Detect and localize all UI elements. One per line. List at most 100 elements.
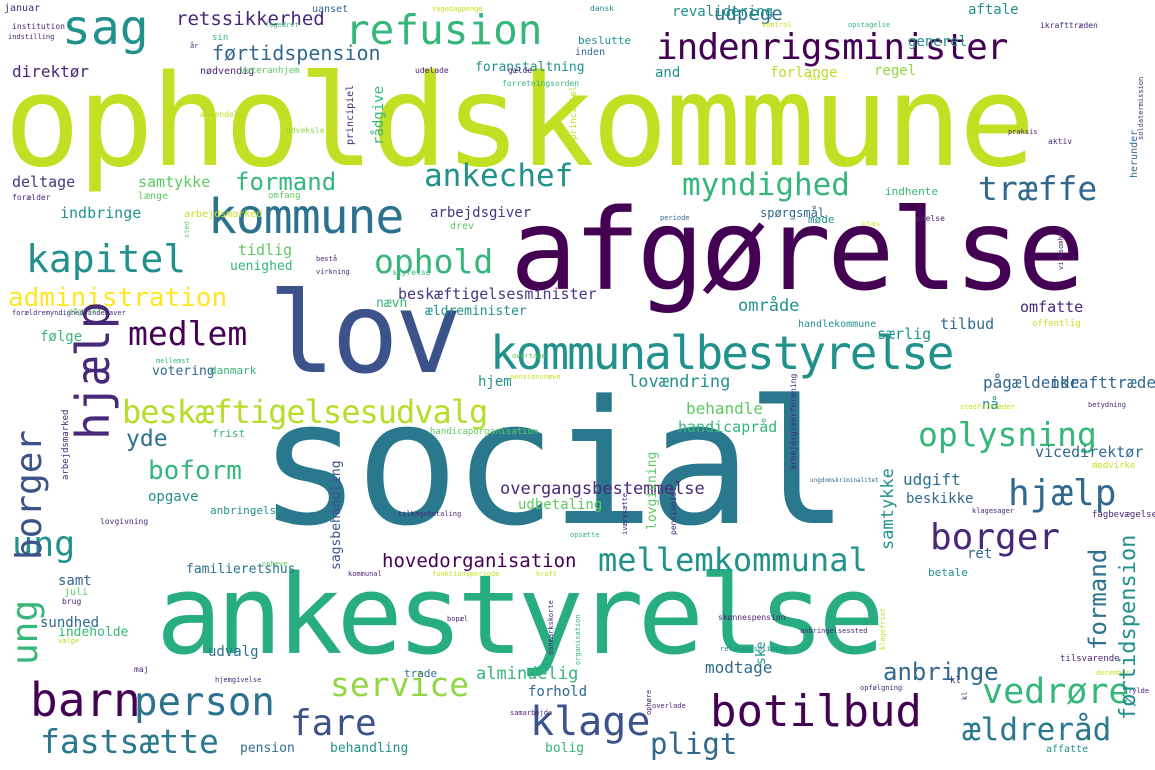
word-raadgive: indhente <box>885 185 938 198</box>
word-betydning: mellemst <box>156 357 190 365</box>
word-styrelse: periode <box>660 214 690 222</box>
word-refusionspligtig: klagefrist <box>879 607 887 650</box>
word-forlange: danmark <box>210 364 257 377</box>
word-finde: familieretshus <box>186 562 296 577</box>
word-medlem: medlem <box>128 314 248 353</box>
word-selvstaendig: sted <box>183 221 191 238</box>
word-arbejdsgiverforening: handicaporganisation <box>430 427 539 437</box>
word-afgjort: virksomhed <box>1057 227 1065 270</box>
word-aar: generel <box>908 34 968 50</box>
word-kfums: arbejdsmarked <box>184 209 263 220</box>
word-omfang: sygedagpenge <box>432 5 483 13</box>
word-kraft: medvirke <box>1092 461 1136 471</box>
word-ophaeve: arbejdsgiverforening <box>789 373 798 470</box>
word-handicapraad: beskæftigelsesminister <box>398 285 597 303</box>
word-kommunalbestyrelse: kommunalbestyrelse <box>490 326 954 380</box>
word-omraade: førtidspension <box>212 41 381 65</box>
word-gaelde: forlange <box>770 65 838 81</box>
word-sin: revalidering <box>672 4 774 20</box>
word-naa: anbringe <box>883 658 999 686</box>
word-ske: kraft <box>536 570 558 578</box>
word-kommune: kommune <box>208 189 404 245</box>
word-tilbagebetaling: iværksætte <box>621 492 629 535</box>
word-overlade: ske <box>754 641 769 665</box>
word-pensionist: betydning <box>1088 401 1126 409</box>
word-ungdomskriminalitet: arbejdsmarked <box>61 409 71 480</box>
word-unde: juli <box>64 587 89 598</box>
word-sted: fylde <box>1128 687 1150 695</box>
word-udbetaling: modtage <box>705 658 773 677</box>
word-person: borger <box>930 517 1061 558</box>
word-dansk: januar <box>4 3 41 14</box>
word-ophold: ophold <box>374 242 494 281</box>
word-senest: år <box>190 42 199 50</box>
word-generel: udelade <box>415 66 449 75</box>
word-pension: udvalg <box>208 644 259 660</box>
word-anbringelse: arbejdsgiver <box>430 205 532 221</box>
word-klagefrist: brug <box>62 597 82 606</box>
word-pensionsnaevn: forældremyndighedsindehaver <box>12 309 126 317</box>
word-aftale: nødvendig <box>200 66 255 77</box>
word-soldatermission: omfang <box>268 191 301 201</box>
word-naevn: ret <box>967 546 993 562</box>
word-udelade: and <box>655 65 681 81</box>
word-sagsbehandling: pensionsnævn <box>510 373 561 381</box>
word-vedrore: ældreråd <box>962 712 1112 748</box>
word-forhold: anbringelse <box>210 504 283 517</box>
word-indstilling: aftale <box>968 2 1019 18</box>
word-overgangsbestemmelse: lovændring <box>628 372 731 392</box>
word-december: hjemgivelse <box>215 676 262 684</box>
word-omfatte: indbringe <box>60 204 142 222</box>
word-beskaeftigelsesminister: regel <box>874 63 917 79</box>
word-fortidspension: førtidspension <box>1116 534 1141 720</box>
word-vicedirektor: hovedorganisation <box>382 550 577 572</box>
word-tilsvarende: maj <box>134 665 149 674</box>
word-udveksle: opstagelse <box>848 21 891 29</box>
word-virkning: drev <box>450 221 475 232</box>
word-borger: borger <box>9 429 50 560</box>
word-foranstaltning: frist <box>212 427 246 440</box>
word-barn: hjælp <box>1008 473 1117 514</box>
word-januar: beslutte <box>578 34 631 47</box>
word-boform: service <box>330 665 470 704</box>
word-mellemst: kfums <box>862 221 881 228</box>
word-anbringe: sundhed <box>40 615 100 631</box>
word-refusion: refusion <box>345 6 543 54</box>
word-beskikke: pension <box>240 741 295 756</box>
word-lonmodtager: fogedret <box>265 21 299 29</box>
word-opholdskommune: opholdskommune <box>4 47 1035 195</box>
word-revalidering: veteranhjem <box>240 66 300 76</box>
word-lovaendring: formand <box>235 168 337 196</box>
word-botilbud: fastsætte <box>40 722 219 761</box>
word-samt: særlig <box>877 325 932 343</box>
word-udvalg: følge <box>40 329 83 345</box>
word-lovgivning: offentlig <box>1032 319 1081 329</box>
word-beskaeftigelsesindsats: ophøre <box>645 689 653 715</box>
word-skonnespension: funktionsperiode <box>432 570 500 578</box>
word-indbringe: behandle <box>686 399 764 418</box>
word-klagesager: lovgivning <box>100 517 149 526</box>
word-overtage: bestå <box>316 255 338 263</box>
word-ret: forhold <box>528 684 588 700</box>
word-juni: kl <box>950 676 961 686</box>
word-ung: ung <box>5 599 46 665</box>
word-ikrafttraeden: sin <box>212 33 229 43</box>
word-administration: administration <box>8 283 228 313</box>
word-afgorelse: afgørelse <box>510 186 1085 316</box>
word-danmark: nå <box>982 397 999 413</box>
word-affatte: overlade <box>652 702 686 710</box>
word-opfoelgning: organisation <box>574 614 582 665</box>
word-bestaa: længe <box>138 191 169 202</box>
word-fylde: trade <box>404 667 438 680</box>
word-praksis: forretningsorden <box>502 79 580 88</box>
word-foraeldremyndighedsindehaver: ydelse <box>916 214 945 223</box>
word-almindelig: opgave <box>148 489 199 505</box>
word-fare: barn <box>30 673 141 727</box>
word-institution: inden <box>575 47 606 58</box>
word-ikrafttraedelse: udpege <box>714 3 783 25</box>
word-saerlig: deltage <box>12 173 76 191</box>
word-brug: tilbagebetaling <box>398 510 462 518</box>
word-uenighed: vicedirektør <box>1035 443 1144 461</box>
word-bolig: indeholde <box>58 625 129 640</box>
